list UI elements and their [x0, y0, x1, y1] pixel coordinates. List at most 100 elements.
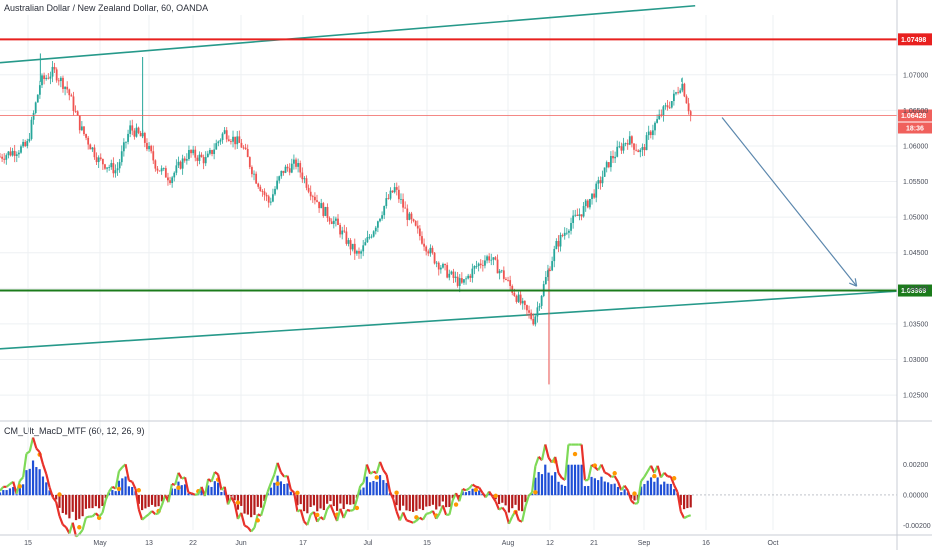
macd-histogram-bar: [273, 482, 276, 496]
macd-line-segment: [71, 522, 78, 537]
macd-line-segment: [426, 512, 430, 515]
candle-body: [452, 271, 455, 278]
macd-histogram-bar: [365, 476, 368, 496]
candle-body: [515, 295, 518, 302]
candle-body: [122, 142, 125, 152]
macd-histogram-bar: [411, 494, 415, 512]
macd-line-segment: [382, 469, 388, 476]
macd-line-segment: [365, 464, 372, 475]
macd-line-segment: [534, 456, 540, 467]
candle-body: [78, 115, 81, 131]
candle-body: [120, 151, 123, 163]
candle-body: [194, 149, 197, 158]
candle-body: [391, 190, 394, 193]
candle-body: [295, 159, 297, 167]
macd-line-segment: [62, 523, 67, 529]
macd-line-segment: [41, 463, 48, 475]
macd-histogram-bar: [332, 494, 335, 507]
macd-histogram-bar: [421, 494, 425, 511]
candle-body: [202, 157, 205, 164]
price-tick-label: 1.04000: [903, 286, 928, 293]
candle-body: [288, 168, 291, 173]
candle-body: [565, 232, 568, 234]
date-tick-label: 17: [299, 540, 307, 547]
macd-histogram-bar: [415, 494, 418, 511]
macd-histogram-bar: [91, 494, 94, 509]
macd-line-segment: [244, 524, 249, 529]
candle-body: [112, 163, 115, 174]
candle-body: [162, 168, 165, 169]
macd-histogram-bar: [497, 494, 501, 505]
signal-cross-dot: [77, 525, 82, 530]
candle-body: [597, 180, 600, 184]
macd-histogram-bar: [246, 494, 249, 515]
macd-line-segment: [673, 484, 679, 493]
macd-histogram-bar: [564, 485, 567, 496]
candle-body: [85, 134, 87, 138]
macd-histogram-bar: [378, 475, 382, 496]
candle-body: [494, 257, 497, 260]
candle-body: [421, 236, 423, 244]
arrow-head: [854, 278, 858, 287]
price-tick-label: 1.04500: [903, 250, 928, 257]
candle-body: [498, 270, 501, 274]
candle-body: [74, 111, 77, 112]
macd-histogram-bar: [461, 491, 464, 496]
candle-body: [591, 193, 593, 200]
candle-body: [538, 305, 541, 308]
macd-line-segment: [144, 513, 150, 518]
candle-body: [662, 106, 665, 116]
macd-histogram-bar: [68, 494, 71, 519]
macd-histogram-bar: [610, 484, 613, 496]
macd-line-segment: [131, 481, 137, 490]
candle-body: [303, 178, 306, 180]
macd-line-segment: [240, 512, 246, 526]
macd-line-segment: [108, 486, 114, 493]
macd-histogram-bar: [233, 494, 236, 501]
signal-cross-dot: [453, 502, 459, 507]
candle-body: [139, 132, 142, 137]
candle-body: [517, 294, 520, 302]
macd-line-segment: [128, 479, 133, 483]
candle-body: [481, 265, 484, 266]
candle-body: [460, 278, 463, 283]
date-tick-label: May: [93, 540, 107, 547]
signal-cross-dot: [533, 490, 538, 495]
candle-body: [523, 300, 526, 306]
candle-body: [341, 230, 344, 235]
macd-histogram-bar: [81, 494, 84, 517]
macd-line-segment: [528, 491, 533, 497]
macd-line-segment: [422, 513, 428, 521]
macd-line-segment: [530, 466, 537, 493]
macd-line-segment: [78, 529, 84, 535]
macd-line-segment: [406, 519, 411, 523]
candle-body: [660, 114, 663, 116]
macd-line-segment: [266, 482, 273, 493]
resistance-tag: [898, 33, 932, 46]
candle-body: [99, 157, 102, 159]
macd-line-segment: [611, 475, 615, 479]
candle-body: [49, 76, 52, 79]
macd-line-segment: [441, 504, 448, 516]
macd-line-segment: [214, 471, 219, 476]
lower-channel-trendline: [0, 290, 898, 350]
macd-tick-label: 0.00200: [903, 462, 928, 469]
countdown-tag: [898, 122, 932, 134]
macd-line-segment: [362, 464, 368, 483]
macd-line-segment: [233, 503, 240, 520]
candle-body: [80, 126, 83, 131]
macd-histogram-bar: [28, 468, 31, 496]
macd-histogram-bar: [329, 494, 332, 502]
macd-line-segment: [540, 444, 547, 461]
date-tick-label: 12: [546, 540, 554, 547]
candle-body: [59, 77, 62, 82]
candle-body: [397, 189, 400, 200]
macd-histogram-bar: [392, 494, 395, 498]
macd-histogram-bar: [180, 485, 183, 496]
candle-body: [649, 131, 652, 136]
date-tick-label: Jun: [235, 540, 246, 547]
macd-histogram-bar: [279, 481, 283, 496]
candle-body: [513, 292, 516, 296]
